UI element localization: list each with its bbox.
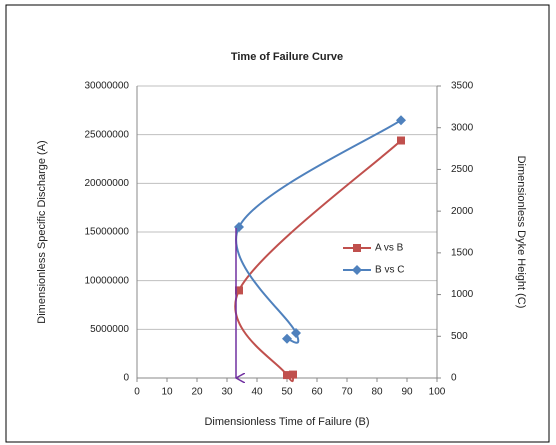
plot-area: 0 5000000 10000000 15000000 20000000 25000000…: [85, 81, 474, 398]
series-line: [235, 119, 402, 344]
y-tick-label: 0: [123, 373, 129, 384]
chart-title: Time of Failure Curve: [231, 51, 343, 63]
y2-tick-label: 500: [451, 331, 468, 342]
x-tick-label: 90: [401, 387, 413, 398]
marker: [235, 286, 243, 295]
x-tick-label: 50: [281, 387, 293, 398]
marker: [283, 371, 291, 380]
x-tick-label: 0: [134, 387, 140, 398]
legend-label: B vs C: [375, 265, 404, 276]
y-tick-label: 20000000: [85, 178, 130, 189]
x-tick-label: 100: [429, 387, 446, 398]
x-axis-title: Dimensionless Time of Failure (B): [204, 416, 369, 428]
marker: [396, 115, 406, 126]
x-tick-label: 20: [191, 387, 203, 398]
y-axis-title: Dimensionless Specific Discharge (A): [36, 140, 48, 323]
x-tick-label: 60: [311, 387, 323, 398]
legend-label: A vs B: [375, 243, 404, 254]
y2-tick-label: 3500: [451, 81, 474, 92]
chart-border: [5, 4, 550, 443]
y-tick-label: 15000000: [85, 227, 130, 238]
x-tick-label: 10: [161, 387, 173, 398]
y2-tick-label: 3000: [451, 122, 474, 133]
marker: [289, 370, 297, 379]
legend-marker: [352, 265, 362, 275]
y2-tick-label: 2500: [451, 164, 474, 175]
y2-axis-title: Dimensionless Dyke Height (C): [515, 156, 527, 309]
y-tick-label: 30000000: [85, 81, 130, 92]
x-tick-label: 30: [221, 387, 233, 398]
y-tick-label: 10000000: [85, 275, 130, 286]
legend-marker: [353, 244, 361, 252]
x-tick-label: 70: [341, 387, 353, 398]
x-tick-label: 80: [371, 387, 383, 398]
marker: [291, 327, 301, 338]
y2-tick-label: 0: [451, 373, 457, 384]
y-tick-label: 25000000: [85, 129, 130, 140]
x-tick-label: 40: [251, 387, 263, 398]
marker: [282, 333, 292, 344]
y2-tick-label: 2000: [451, 206, 474, 217]
y2-tick-label: 1000: [451, 289, 474, 300]
y-tick-label: 5000000: [90, 324, 129, 335]
marker: [397, 136, 405, 145]
y2-tick-label: 1500: [451, 247, 474, 258]
